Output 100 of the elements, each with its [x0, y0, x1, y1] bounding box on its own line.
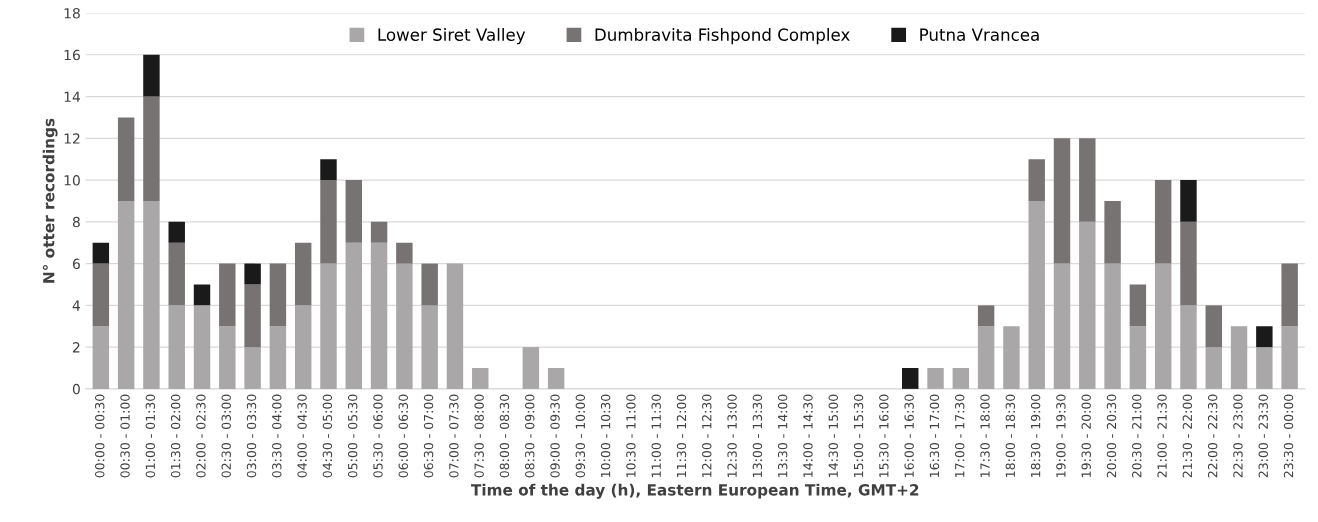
bar	[1180, 180, 1197, 222]
x-tick-label: 16:00 - 16:30	[904, 394, 914, 477]
x-tick-label: 05:00 - 05:30	[347, 394, 358, 478]
legend-label: Dumbravita Fishpond Complex	[595, 28, 850, 45]
bar	[269, 263, 287, 327]
x-tick-label: 03:00 - 03:30	[246, 394, 257, 478]
x-tick-label: 10:00 - 10:30	[600, 394, 611, 477]
x-tick-label: 09:30 - 10:00	[575, 394, 586, 478]
x-tick-label: 18:30 - 19:00	[1030, 394, 1041, 477]
bar	[320, 159, 337, 181]
x-tick-label: 18:00 - 18:30	[1005, 394, 1016, 477]
bar	[244, 263, 261, 285]
bar	[219, 263, 236, 327]
bar	[92, 242, 110, 264]
bar	[219, 326, 236, 389]
x-tick-label: 09:00 - 09:30	[550, 394, 560, 478]
bar	[117, 117, 135, 201]
x-tick-label: 12:30 - 13:00	[727, 394, 737, 477]
y-tick-label: 18	[64, 8, 80, 19]
x-tick-label: 04:00 - 04:30	[297, 394, 307, 478]
x-tick-label: 07:00 - 07:30	[449, 394, 459, 478]
x-tick-label: 01:30 - 02:00	[170, 394, 181, 478]
bar	[1205, 305, 1222, 348]
bar	[294, 242, 312, 306]
y-tick-label: 14	[64, 91, 81, 102]
bar	[345, 180, 362, 243]
y-axis-title: N° otter recordings	[42, 118, 58, 283]
bar	[1230, 326, 1248, 389]
legend-label: Lower Siret Valley	[378, 28, 526, 45]
x-tick-label: 03:30 - 04:00	[272, 394, 282, 478]
bar	[1053, 138, 1071, 264]
x-tick-label: 20:30 - 21:00	[1132, 394, 1142, 478]
x-tick-label: 23:30 - 00:00	[1283, 394, 1294, 478]
bar	[345, 242, 362, 389]
bar	[193, 284, 211, 306]
x-tick-label: 05:30 - 06:00	[373, 394, 383, 478]
bar	[143, 200, 160, 389]
x-tick-label: 16:30 - 17:00	[929, 394, 940, 477]
x-tick-label: 02:30 - 03:00	[221, 394, 231, 478]
x-tick-label: 21:30 - 22:00	[1182, 394, 1193, 478]
x-tick-label: 22:00 - 22:30	[1207, 394, 1218, 478]
x-tick-label: 11:00 - 11:30	[651, 394, 661, 477]
y-tick-label: 2	[72, 342, 80, 353]
bar	[168, 221, 185, 243]
bar	[92, 263, 110, 327]
bar	[927, 368, 944, 389]
bar	[1028, 200, 1045, 389]
bar	[1129, 326, 1147, 389]
bar	[143, 54, 160, 97]
bar	[1104, 263, 1121, 389]
bar	[977, 305, 995, 327]
x-tick-label: 00:00 - 00:30	[95, 394, 105, 478]
bar	[1079, 221, 1096, 389]
x-tick-label: 19:30 - 20:00	[1081, 394, 1091, 477]
bar	[1154, 263, 1172, 389]
x-tick-label: 17:00 - 17:30	[955, 394, 965, 477]
x-tick-label: 22:30 - 23:00	[1233, 394, 1243, 478]
bar	[902, 368, 919, 389]
bar	[1028, 159, 1045, 201]
x-tick-label: 00:30 - 01:00	[120, 394, 130, 478]
bar	[370, 242, 388, 389]
x-tick-label: 20:00 - 20:30	[1106, 394, 1117, 478]
bar	[1053, 263, 1071, 389]
x-tick-label: 21:00 - 21:30	[1157, 394, 1167, 478]
y-tick-label: 8	[72, 216, 80, 228]
x-tick-label: 06:00 - 06:30	[398, 394, 408, 478]
legend-label: Putna Vrancea	[920, 28, 1039, 41]
bar	[421, 305, 438, 389]
bar	[1256, 347, 1273, 389]
x-tick-label: 19:00 - 19:30	[1056, 394, 1066, 477]
bar	[472, 368, 489, 389]
bar	[168, 305, 185, 389]
x-tick-label: 14:30 - 15:00	[828, 394, 838, 477]
bar	[952, 368, 970, 389]
y-tick-label: 0	[72, 383, 80, 395]
bar	[143, 96, 160, 201]
bar	[446, 263, 464, 389]
bar	[193, 305, 211, 389]
x-tick-label: 07:30 - 08:00	[474, 394, 484, 478]
bar	[269, 326, 287, 389]
bar	[1003, 326, 1020, 389]
x-tick-label: 13:30 - 14:00	[777, 394, 788, 477]
bar	[1079, 138, 1096, 222]
bar	[1256, 326, 1273, 348]
bar	[244, 284, 261, 348]
y-tick-label: 4	[72, 300, 81, 311]
bar	[396, 263, 413, 389]
x-tick-label: 14:00 - 14:30	[803, 394, 813, 477]
bar	[547, 368, 565, 389]
bar	[1205, 347, 1222, 389]
bar	[92, 326, 110, 389]
y-tick-label: 6	[72, 258, 80, 270]
bar	[1154, 180, 1172, 264]
bar	[117, 200, 135, 389]
bar	[1129, 284, 1147, 327]
x-tick-label: 17:30 - 18:00	[980, 394, 990, 477]
x-tick-label: 08:30 - 09:00	[525, 394, 535, 478]
bar	[320, 263, 337, 389]
bar	[1281, 326, 1298, 389]
y-tick-label: 12	[64, 133, 80, 144]
